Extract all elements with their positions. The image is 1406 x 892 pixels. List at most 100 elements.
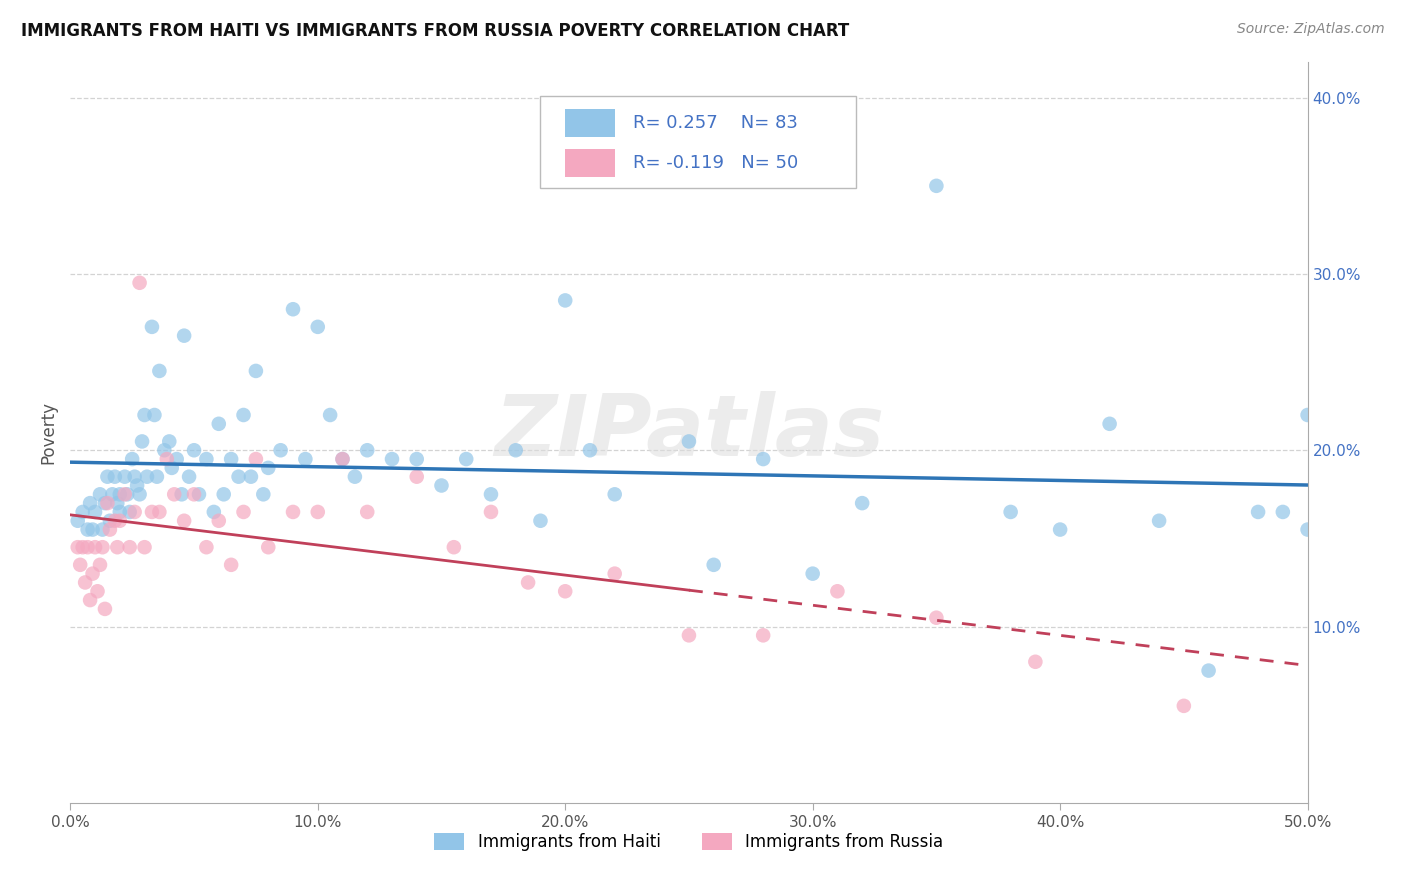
Point	[86, 584, 108, 599]
Point	[195, 452, 218, 467]
Text: Source: ZipAtlas.com: Source: ZipAtlas.com	[1237, 22, 1385, 37]
Point	[405, 469, 427, 483]
Point	[505, 443, 527, 458]
Point	[752, 452, 775, 467]
Point	[166, 452, 188, 467]
Legend: Immigrants from Haiti, Immigrants from Russia: Immigrants from Haiti, Immigrants from R…	[427, 826, 950, 857]
Point	[134, 408, 156, 422]
Point	[479, 487, 502, 501]
Point	[156, 452, 179, 467]
Point	[603, 566, 626, 581]
Point	[108, 514, 131, 528]
Point	[79, 496, 101, 510]
Point	[239, 469, 262, 483]
Point	[529, 514, 551, 528]
FancyBboxPatch shape	[565, 109, 614, 137]
Point	[105, 540, 128, 554]
Point	[1024, 655, 1046, 669]
Point	[1296, 523, 1319, 537]
Point	[752, 628, 775, 642]
Point	[851, 496, 873, 510]
Y-axis label: Poverty: Poverty	[39, 401, 58, 464]
Point	[128, 276, 150, 290]
Point	[257, 540, 280, 554]
Point	[319, 408, 342, 422]
Point	[173, 514, 195, 528]
Point	[405, 452, 427, 467]
Text: IMMIGRANTS FROM HAITI VS IMMIGRANTS FROM RUSSIA POVERTY CORRELATION CHART: IMMIGRANTS FROM HAITI VS IMMIGRANTS FROM…	[21, 22, 849, 40]
Point	[232, 505, 254, 519]
Point	[104, 514, 127, 528]
Point	[517, 575, 540, 590]
Point	[118, 505, 141, 519]
Point	[124, 469, 146, 483]
Point	[603, 487, 626, 501]
Point	[925, 178, 948, 193]
Point	[208, 417, 231, 431]
Point	[1000, 505, 1022, 519]
Point	[219, 452, 242, 467]
Point	[245, 364, 267, 378]
Point	[105, 496, 128, 510]
Point	[801, 566, 824, 581]
Point	[131, 434, 153, 449]
Point	[270, 443, 292, 458]
Point	[307, 505, 329, 519]
FancyBboxPatch shape	[540, 95, 856, 188]
Point	[115, 487, 138, 501]
Point	[188, 487, 211, 501]
Point	[157, 434, 180, 449]
Point	[84, 505, 107, 519]
Text: R= 0.257    N= 83: R= 0.257 N= 83	[633, 114, 799, 132]
Point	[79, 593, 101, 607]
Point	[183, 443, 205, 458]
Point	[141, 319, 163, 334]
Point	[66, 540, 89, 554]
Point	[208, 514, 231, 528]
Point	[98, 514, 121, 528]
Point	[183, 487, 205, 501]
Point	[1247, 505, 1270, 519]
Point	[121, 452, 143, 467]
Point	[96, 469, 118, 483]
Point	[173, 328, 195, 343]
Point	[456, 452, 478, 467]
Point	[76, 523, 98, 537]
Point	[332, 452, 354, 467]
Point	[82, 523, 104, 537]
Point	[75, 575, 97, 590]
Point	[678, 628, 700, 642]
Point	[134, 540, 156, 554]
Point	[82, 566, 104, 581]
Point	[89, 487, 111, 501]
Point	[703, 558, 725, 572]
Point	[356, 505, 378, 519]
Point	[430, 478, 453, 492]
Point	[94, 496, 117, 510]
Point	[245, 452, 267, 467]
Point	[332, 452, 354, 467]
Point	[148, 364, 170, 378]
Point	[114, 487, 136, 501]
Point	[163, 487, 186, 501]
Point	[141, 505, 163, 519]
Point	[212, 487, 235, 501]
FancyBboxPatch shape	[565, 149, 614, 178]
Point	[579, 443, 602, 458]
Point	[89, 558, 111, 572]
Point	[479, 505, 502, 519]
Point	[127, 478, 149, 492]
Point	[118, 540, 141, 554]
Point	[1147, 514, 1170, 528]
Point	[257, 461, 280, 475]
Point	[177, 469, 200, 483]
Point	[72, 505, 94, 519]
Point	[827, 584, 849, 599]
Point	[76, 540, 98, 554]
Point	[108, 487, 131, 501]
Point	[136, 469, 159, 483]
Point	[252, 487, 274, 501]
Point	[219, 558, 242, 572]
Point	[343, 469, 366, 483]
Point	[72, 540, 94, 554]
